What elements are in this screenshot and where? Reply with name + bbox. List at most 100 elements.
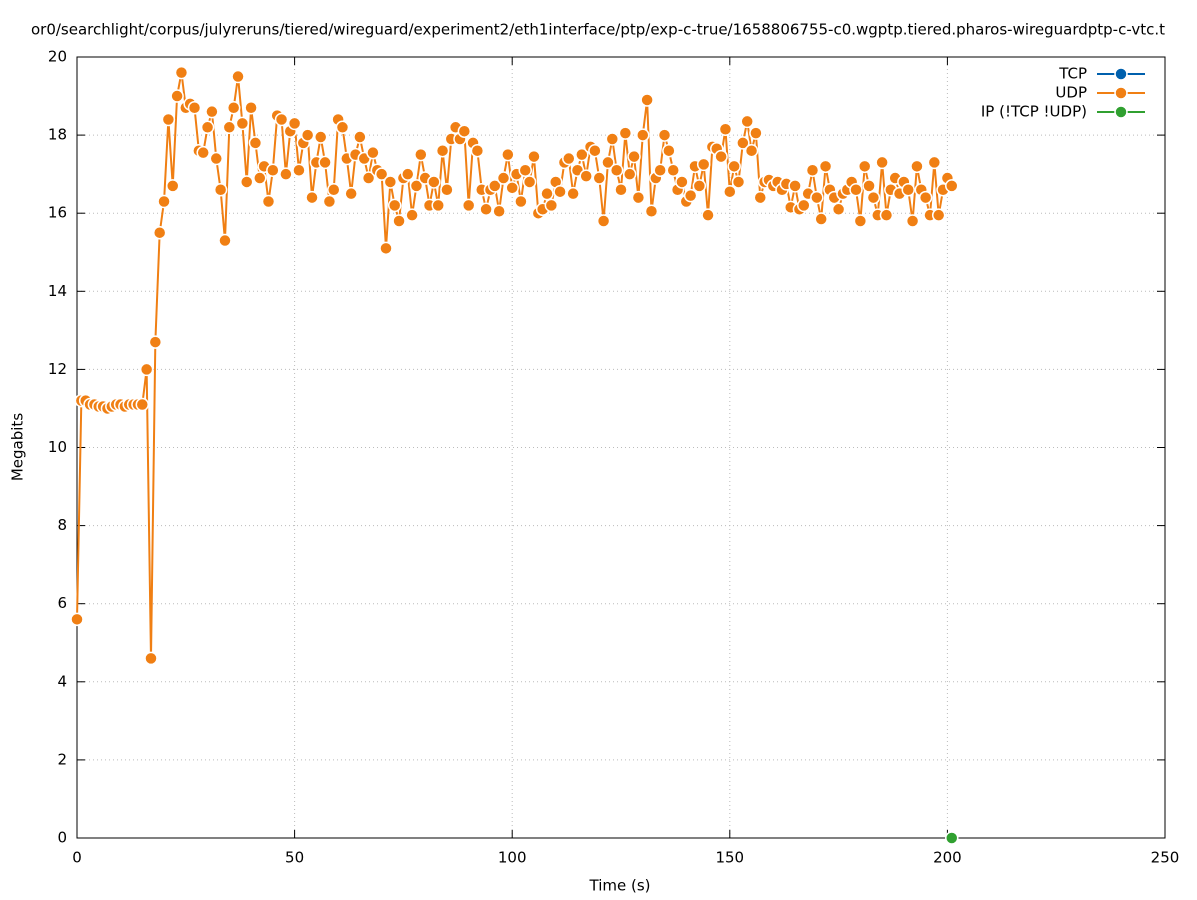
data-point [797,198,811,213]
data-point [910,159,924,174]
data-point [200,120,215,135]
data-point [553,184,567,199]
series-line [76,72,953,659]
data-point [457,124,472,138]
data-point [287,116,302,131]
data-point [209,151,224,166]
y-axis-label: Megabits [9,413,27,481]
data-point [165,179,180,193]
data-point [653,163,667,177]
legend-label: IP (!TCP !UDP) [981,103,1087,121]
data-point [588,143,602,158]
data-point [601,155,615,170]
data-point [274,112,289,127]
data-point [631,190,646,205]
data-point [723,184,737,199]
data-point [261,194,276,209]
data-point [70,612,84,627]
y-tick-label: 8 [57,516,67,534]
data-point [305,190,319,205]
data-point [300,128,315,142]
data-point [540,186,554,201]
y-tick-label: 12 [48,360,67,378]
data-point [505,181,519,195]
y-tick-label: 14 [48,282,67,300]
data-point [431,198,445,213]
data-point [522,175,537,189]
data-point [196,145,210,160]
data-point [527,149,541,164]
data-point [662,143,676,158]
data-point [810,190,824,205]
data-point [744,143,759,158]
data-point [727,159,741,174]
data-point [266,163,280,177]
data-point [566,186,580,201]
data-point [318,155,332,170]
data-point [157,194,171,209]
x-tick-label: 250 [1151,849,1180,867]
data-point [814,212,828,226]
data-point [701,208,715,222]
data-point [831,202,846,217]
data-point [213,183,228,197]
data-point [496,171,511,185]
plot-border [76,56,1166,839]
data-point [614,183,628,197]
data-point [492,204,506,218]
data-point [905,214,920,228]
data-point [675,175,689,189]
data-point [731,175,746,189]
x-tick-label: 0 [72,849,82,867]
data-point [335,120,350,135]
x-tick-label: 150 [715,849,744,867]
data-point [479,202,493,217]
data-point [235,116,250,131]
data-point [139,362,154,377]
data-point [849,183,863,197]
data-point [627,149,641,164]
data-point [736,136,750,150]
data-point [248,136,263,150]
data-point [640,93,654,107]
data-point [718,122,733,136]
x-tick-label: 100 [498,849,527,867]
data-point [313,130,328,144]
legend-label: TCP [1058,65,1087,83]
data-point [401,167,415,181]
data-point [344,186,358,201]
data-point [596,214,611,228]
data-point [501,147,515,162]
data-point [714,149,728,164]
data-point [435,143,450,158]
data-point [174,65,189,80]
data-point [461,198,476,213]
x-tick-label: 50 [285,849,304,867]
data-point [853,214,868,228]
data-point [818,159,833,174]
data-point [544,198,559,213]
data-point [187,101,202,115]
data-point [170,89,184,103]
data-point [862,179,876,193]
data-point [605,132,620,146]
legend-marker [1114,67,1128,81]
data-point [740,114,754,129]
data-point [366,145,380,160]
data-point [945,179,959,193]
data-point [683,188,698,203]
data-point [387,198,402,213]
data-point [161,112,176,127]
data-point [514,194,528,209]
y-tick-label: 18 [48,126,67,144]
data-point [753,190,768,205]
data-point [144,651,158,666]
legend-label: UDP [1055,84,1087,102]
data-point [222,120,237,135]
data-point [152,225,167,240]
data-point [488,179,502,193]
data-point [866,190,881,205]
data-point [857,159,872,174]
y-tick-label: 20 [48,48,67,66]
